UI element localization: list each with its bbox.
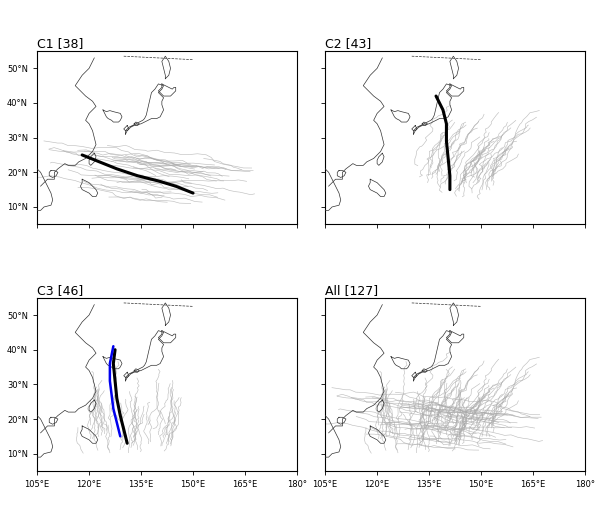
Text: All [127]: All [127]	[325, 283, 378, 296]
Text: C2 [43]: C2 [43]	[325, 37, 371, 50]
Text: C1 [38]: C1 [38]	[37, 37, 84, 50]
Text: C3 [46]: C3 [46]	[37, 283, 83, 296]
